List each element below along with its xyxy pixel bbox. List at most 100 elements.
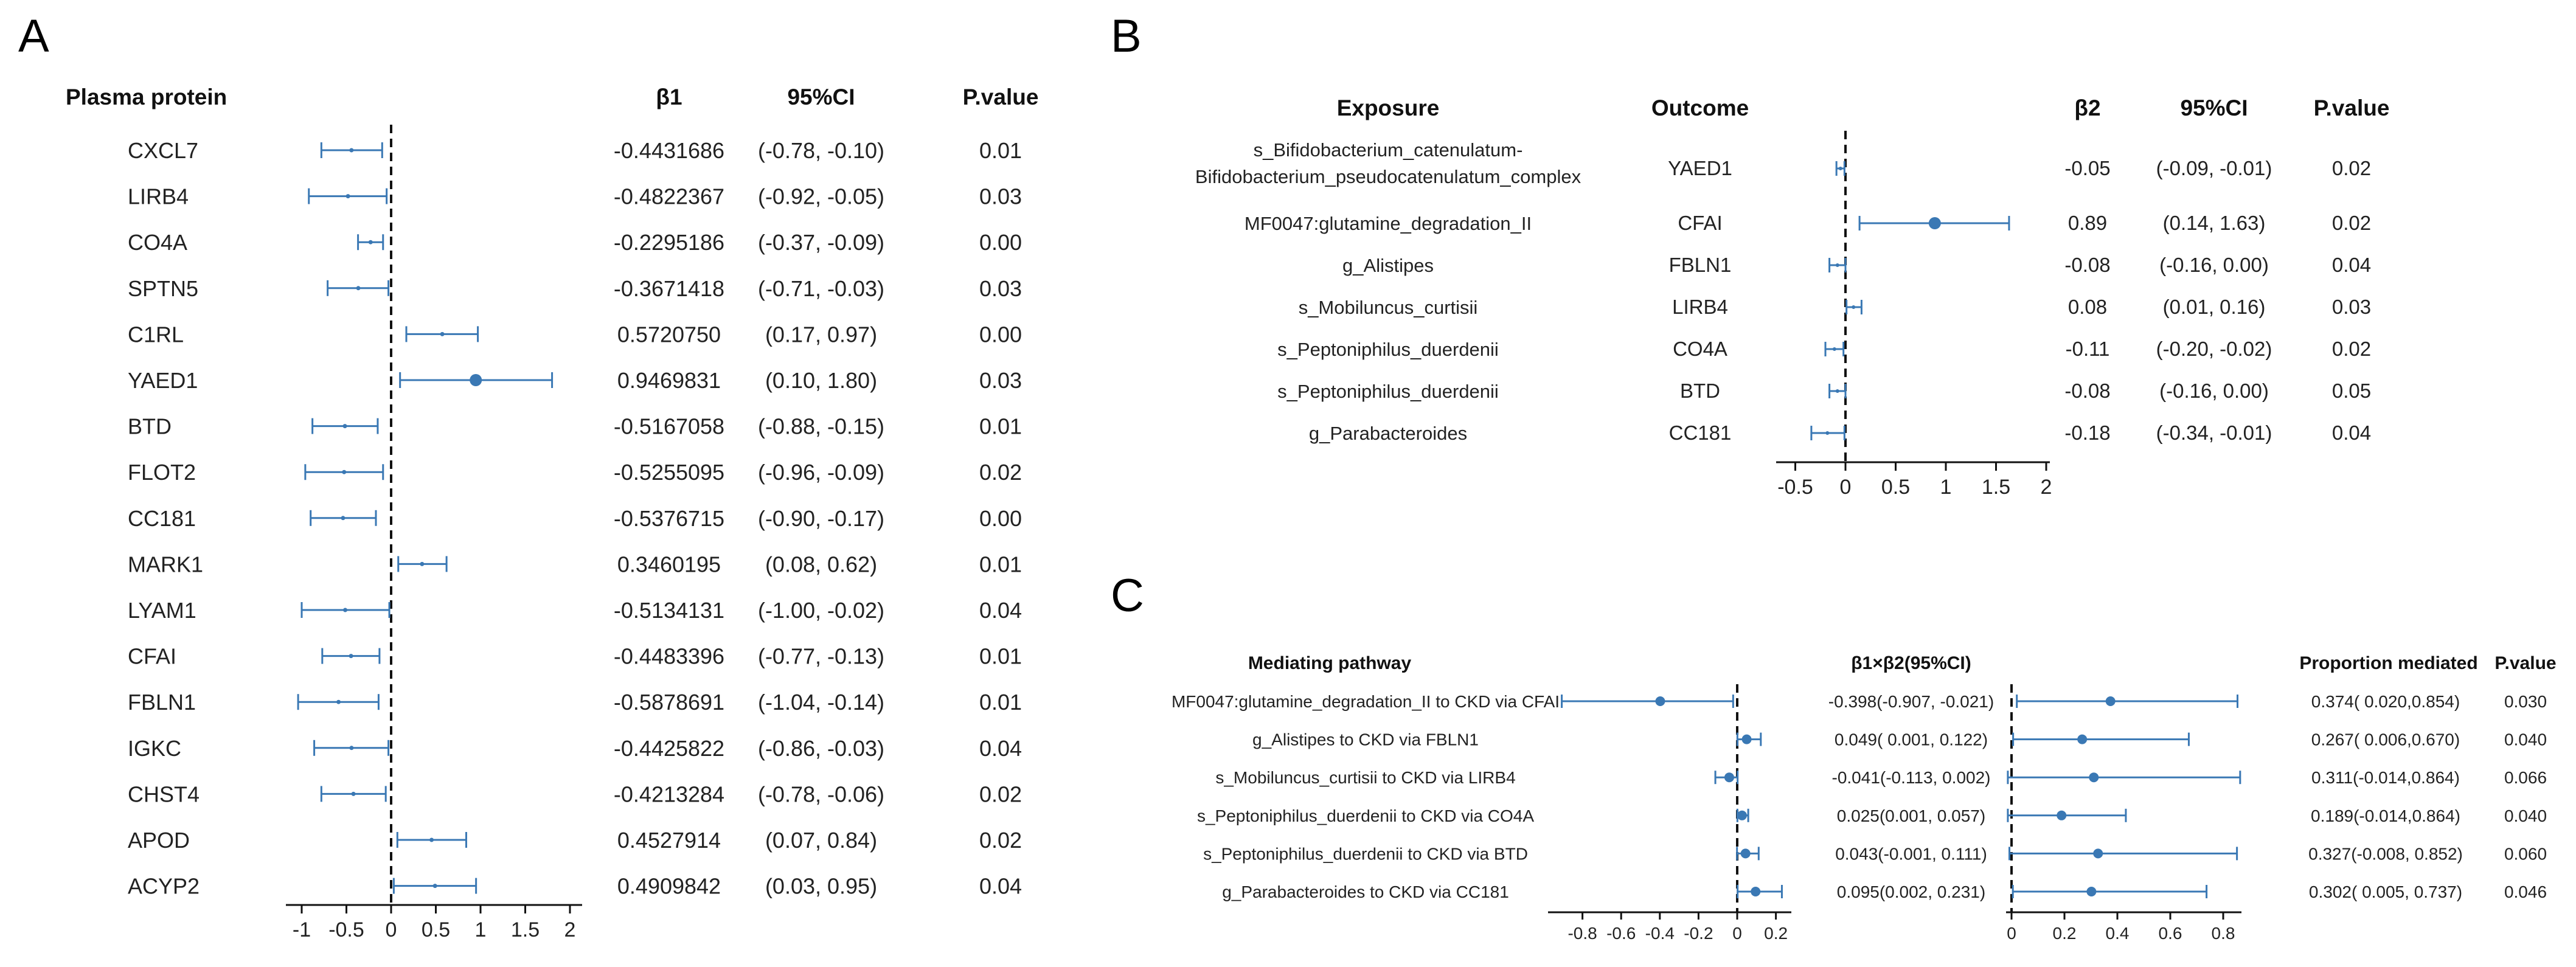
panel-b-ci-value: (-0.20, -0.02) xyxy=(2156,338,2272,360)
panel-a-p-value: 0.03 xyxy=(979,184,1022,209)
panel-a-row-chst4 xyxy=(320,786,387,802)
panel-a-header-protein: Plasma protein xyxy=(66,85,227,109)
panel-c-effect-value: 0.049( 0.001, 0.122) xyxy=(1835,730,1988,749)
panel-b-x-tick-label: 1 xyxy=(1940,476,1952,499)
panel-a-protein-label: LIRB4 xyxy=(128,184,189,209)
panel-b-beta-value: 0.89 xyxy=(2068,212,2107,234)
panel-c-left-row-2-point xyxy=(1724,772,1734,783)
panel-a-row-cfai-point xyxy=(349,654,353,659)
panel-a-beta-value: -0.5255095 xyxy=(614,460,724,485)
panel-a-protein-label: ACYP2 xyxy=(128,874,200,899)
panel-a-protein-label: APOD xyxy=(128,828,190,853)
panel-b-row-cc181-point xyxy=(1825,431,1830,435)
panel-a-beta-value: -0.4425822 xyxy=(614,736,724,761)
panel-a-p-value: 0.01 xyxy=(979,414,1022,439)
panel-c-header-p: P.value xyxy=(2494,653,2556,673)
panel-c-p-value: 0.066 xyxy=(2504,768,2547,787)
panel-b-x-tick-label: 2 xyxy=(2041,476,2052,499)
panel-c-header-prop: Proportion mediated xyxy=(2299,653,2477,673)
panel-c-p-value: 0.040 xyxy=(2504,730,2547,749)
panel-b-ci-value: (-0.34, -0.01) xyxy=(2156,421,2272,444)
panel-b: B Exposure Outcome β2 95%CI P.value s_Bi… xyxy=(1111,10,2389,499)
panel-a-header-p: P.value xyxy=(963,85,1039,109)
panel-c-left-row-4 xyxy=(1736,847,1760,861)
panel-a-beta-value: -0.5134131 xyxy=(614,598,724,623)
panel-a-header-ci: 95%CI xyxy=(787,85,855,109)
panel-a-row-yaed1-point xyxy=(470,374,482,386)
panel-c-prop-value: 0.327(-0.008, 0.852) xyxy=(2308,844,2463,863)
panel-c-right-row-2 xyxy=(2007,771,2241,785)
panel-c-right-row-1-point xyxy=(2077,734,2088,744)
panel-a-beta-value: 0.5720750 xyxy=(617,322,721,347)
panel-b-beta-value: 0.08 xyxy=(2068,296,2107,318)
panel-b-header-outcome: Outcome xyxy=(1651,95,1749,120)
panel-c-left-row-0 xyxy=(1561,695,1734,708)
panel-b-beta-value: -0.08 xyxy=(2064,254,2110,276)
panel-b-x-tick-label: 0.5 xyxy=(1881,476,1910,499)
panel-b-outcome-label: CC181 xyxy=(1669,421,1732,444)
panel-b-outcome-label: BTD xyxy=(1680,380,1720,402)
panel-a-row-yaed1 xyxy=(399,372,554,388)
panel-b-exposure-label: s_Peptoniphilus_duerdenii xyxy=(1277,381,1499,402)
panel-a-ci-value: (-0.78, -0.06) xyxy=(758,782,884,806)
panel-a-row-co4a-point xyxy=(368,240,373,244)
panel-c-effect-value: -0.398(-0.907, -0.021) xyxy=(1828,692,1994,711)
panel-b-row-cc181 xyxy=(1810,426,1845,440)
panel-b-beta-value: -0.11 xyxy=(2066,338,2110,360)
panel-b-row-co4a-point xyxy=(1832,347,1836,351)
panel-c-right-row-5 xyxy=(2012,885,2208,898)
panel-b-header-ci: 95%CI xyxy=(2180,95,2248,120)
panel-a-beta-value: -0.5376715 xyxy=(614,506,724,531)
panel-a-row-lyam1 xyxy=(300,602,391,618)
panel-a-beta-value: 0.4909842 xyxy=(617,874,721,899)
panel-a-row-cc181 xyxy=(310,510,377,526)
panel-a-beta-value: 0.4527914 xyxy=(617,828,721,853)
panel-a-p-value: 0.00 xyxy=(979,230,1022,255)
panel-a-x-tick-label: -1 xyxy=(293,918,311,941)
panel-b-exposure-label: s_Bifidobacterium_catenulatum- xyxy=(1254,139,1523,161)
panel-c-pathway-label: s_Peptoniphilus_duerdenii to CKD via BTD xyxy=(1203,844,1528,863)
panel-b-row-btd-point xyxy=(1835,389,1839,393)
panel-b-ci-value: (0.01, 0.16) xyxy=(2163,296,2266,318)
panel-a-ci-value: (-1.04, -0.14) xyxy=(758,690,884,715)
panel-a-beta-value: 0.3460195 xyxy=(617,552,721,577)
panel-c-right-x-tick-label: 0 xyxy=(2007,924,2016,943)
panel-c-prop-value: 0.311(-0.014,0.864) xyxy=(2311,768,2460,787)
panel-c-prop-value: 0.267( 0.006,0.670) xyxy=(2311,730,2460,749)
panel-a-ci-value: (0.07, 0.84) xyxy=(765,828,877,853)
panel-b-header-beta: β2 xyxy=(2074,95,2100,120)
panel-a-row-cfai xyxy=(321,648,381,664)
panel-c-right-row-4 xyxy=(2008,847,2238,861)
panel-a-row-igkc xyxy=(313,740,390,756)
panel-a-p-value: 0.00 xyxy=(979,322,1022,347)
panel-a-x-tick-label: 1.5 xyxy=(511,918,540,941)
panel-a-protein-label: IGKC xyxy=(128,736,181,761)
panel-b-beta-value: -0.08 xyxy=(2064,380,2110,402)
panel-a-row-apod-point xyxy=(429,837,434,842)
panel-c-p-value: 0.040 xyxy=(2504,806,2547,825)
panel-a-p-value: 0.01 xyxy=(979,138,1022,163)
panel-b-outcome-label: CFAI xyxy=(1678,212,1722,234)
panel-c-right-row-3 xyxy=(2007,808,2127,822)
panel-c-p-value: 0.046 xyxy=(2504,882,2547,901)
panel-b-outcome-label: LIRB4 xyxy=(1672,296,1728,318)
panel-a-row-cc181-point xyxy=(341,516,345,521)
panel-a-row-flot2-point xyxy=(342,470,347,474)
panel-b-letter: B xyxy=(1111,10,1142,62)
panel-a-x-tick-label: 0.5 xyxy=(422,918,450,941)
panel-a-p-value: 0.02 xyxy=(979,782,1022,806)
panel-a-ci-value: (-0.90, -0.17) xyxy=(758,506,884,531)
panel-c-effect-value: 0.095(0.002, 0.231) xyxy=(1837,882,1985,901)
panel-a-protein-label: LYAM1 xyxy=(128,598,196,623)
panel-c-pathway-label: MF0047:glutamine_degradation_II to CKD v… xyxy=(1172,692,1560,711)
panel-a-ci-value: (0.10, 1.80) xyxy=(765,368,877,393)
panel-c-left-row-5-point xyxy=(1751,887,1761,896)
panel-a-ci-value: (-0.88, -0.15) xyxy=(758,414,884,439)
panel-a-row-apod xyxy=(396,832,467,848)
panel-c-pathway-label: g_Parabacteroides to CKD via CC181 xyxy=(1222,882,1509,901)
panel-a-row-btd xyxy=(311,418,379,434)
panel-a-letter: A xyxy=(18,10,49,62)
panel-a-beta-value: -0.3671418 xyxy=(614,276,724,301)
panel-a-x-tick-label: 1 xyxy=(475,918,487,941)
panel-a-row-c1rl-point xyxy=(440,331,445,336)
